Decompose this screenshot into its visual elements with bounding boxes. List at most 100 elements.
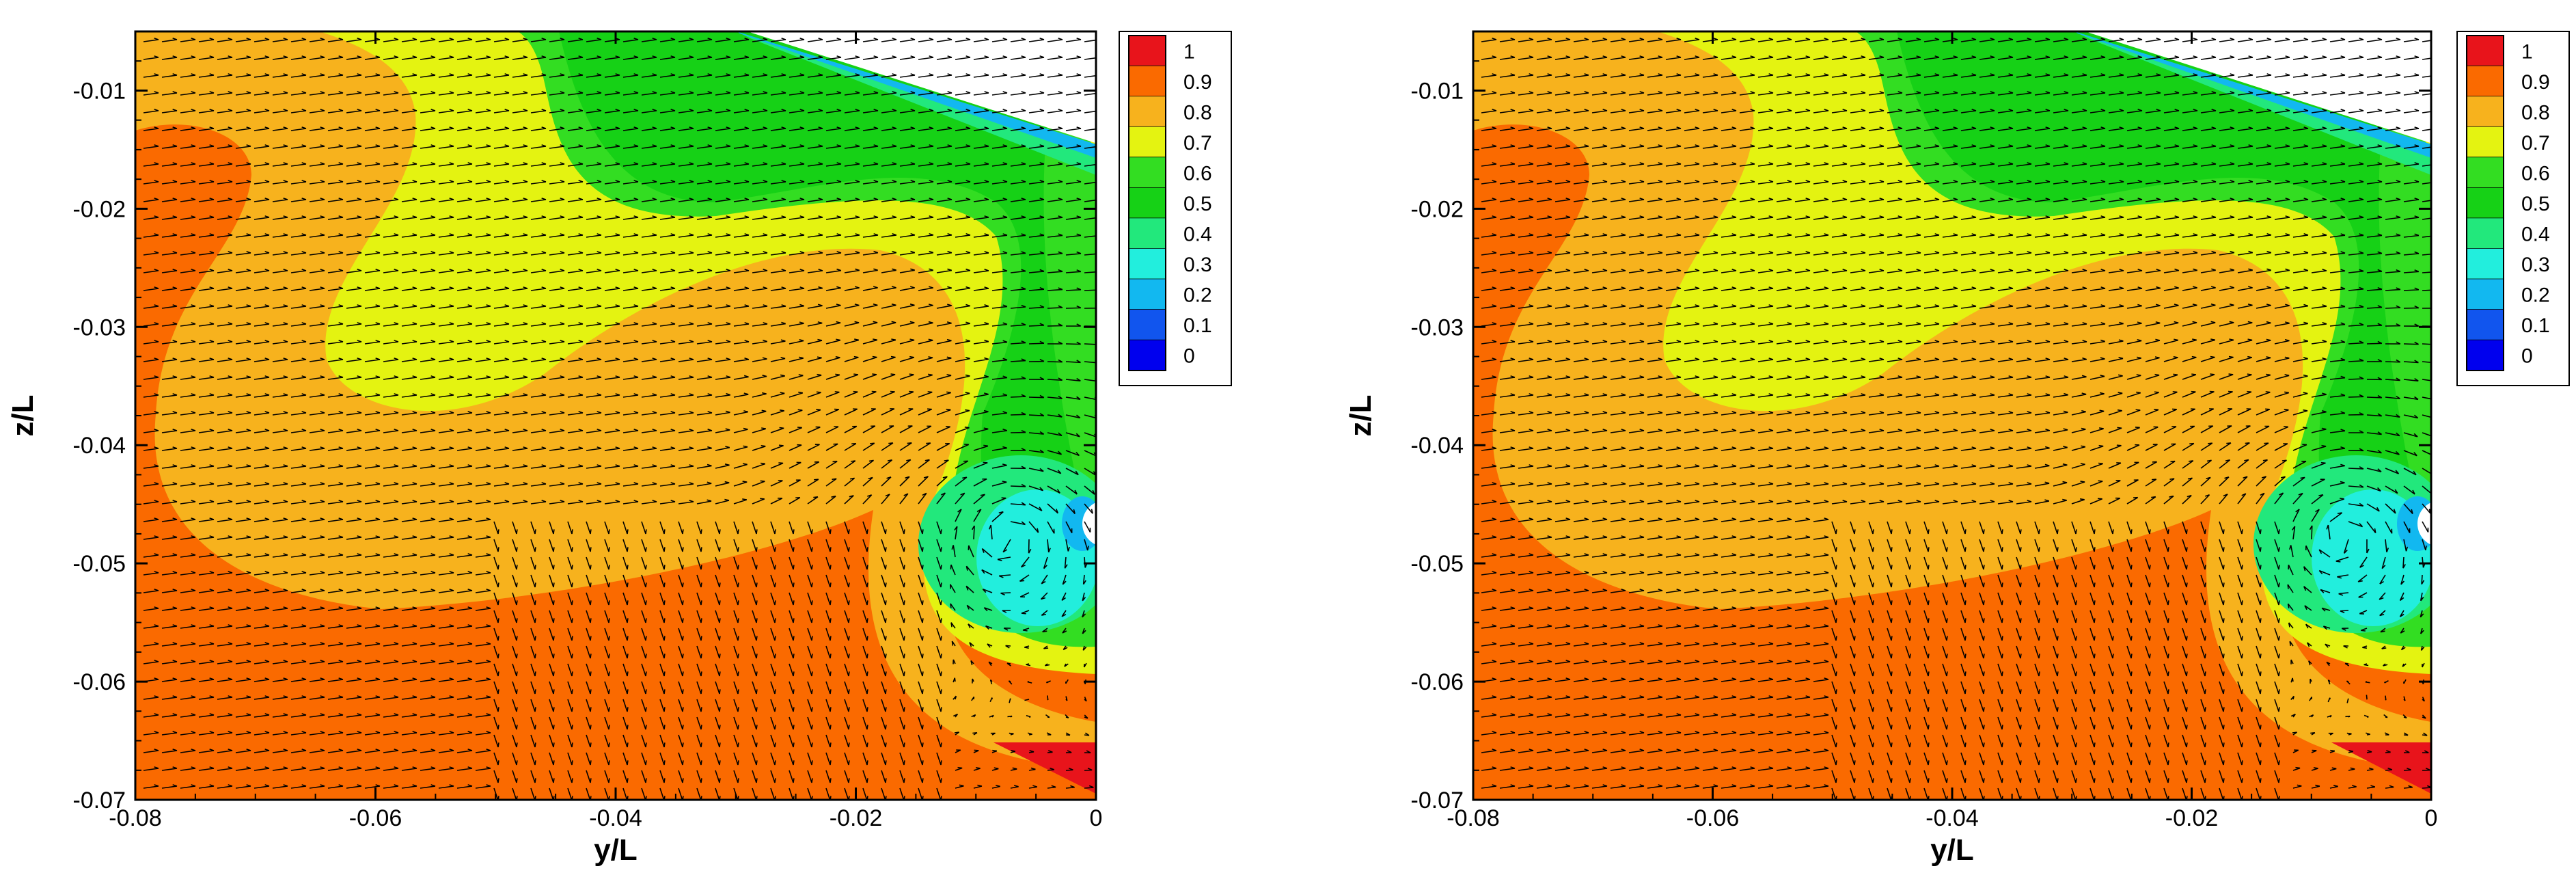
velocity-arrow [420,535,436,540]
velocity-arrow [2256,699,2262,712]
velocity-arrow [604,162,620,167]
velocity-arrow [1047,233,1063,238]
velocity-arrow [549,304,565,309]
velocity-arrow [198,38,215,42]
velocity-arrow [918,215,934,220]
velocity-arrow [1739,500,1755,504]
velocity-arrow [1003,627,1011,631]
velocity-arrow [401,180,417,185]
velocity-arrow [881,539,887,552]
velocity-arrow [1499,358,1516,362]
velocity-arrow [420,109,436,113]
velocity-arrow [2329,286,2346,291]
velocity-arrow [2053,610,2059,623]
velocity-arrow [493,215,510,220]
velocity-arrow [2016,482,2032,487]
legend-swatch [1129,36,1166,66]
velocity-arrow [1684,322,1700,327]
velocity-arrow [1850,556,1856,570]
velocity-arrow [290,464,307,469]
velocity-arrow [383,535,399,540]
velocity-arrow [309,589,325,593]
velocity-arrow [2182,408,2196,416]
velocity-arrow [1536,269,1552,273]
velocity-arrow [968,623,974,629]
velocity-arrow [456,180,473,185]
velocity-arrow [659,358,676,362]
velocity-arrow [1028,449,1044,453]
velocity-arrow [1518,269,1534,273]
velocity-arrow [161,358,178,362]
velocity-arrow [2182,180,2198,185]
velocity-arrow [2422,111,2431,113]
velocity-arrow [918,681,924,695]
velocity-arrow [1610,73,1626,78]
velocity-arrow [752,162,768,167]
velocity-arrow [1960,464,1977,469]
velocity-arrow [844,215,860,220]
velocity-arrow [1647,126,1663,131]
velocity-arrow [586,521,592,535]
velocity-arrow [2182,321,2197,327]
velocity-arrow [161,73,178,78]
velocity-arrow [1591,642,1608,647]
velocity-arrow [844,408,858,416]
velocity-arrow [1022,628,1030,632]
velocity-arrow [143,784,159,789]
velocity-arrow [217,144,233,149]
velocity-arrow [2182,390,2196,398]
velocity-arrow [1960,734,1967,748]
velocity-arrow [401,162,417,167]
velocity-arrow [2403,750,2410,753]
velocity-arrow [1776,286,1792,291]
velocity-arrow [2016,269,2032,273]
velocity-arrow [2126,479,2139,487]
velocity-arrow [2163,55,2180,60]
velocity-arrow [272,55,288,60]
velocity-arrow [715,215,731,220]
velocity-arrow [2182,373,2197,380]
velocity-arrow [1868,539,1874,552]
velocity-arrow [1647,393,1663,398]
velocity-arrow [696,304,713,309]
velocity-arrow [2071,340,2087,345]
velocity-arrow [2311,269,2327,273]
velocity-arrow [1813,322,1829,327]
velocity-arrow [2292,55,2309,60]
velocity-arrow [2200,521,2206,535]
velocity-arrow [844,286,860,291]
velocity-arrow [2219,198,2235,202]
velocity-arrow [1887,770,1893,783]
velocity-arrow [641,482,657,487]
velocity-arrow [1757,109,1774,113]
velocity-arrow [2348,358,2364,362]
velocity-arrow [696,215,713,220]
velocity-arrow [1887,322,1903,327]
velocity-arrow [1481,55,1497,60]
y-tick-label: -0.03 [73,314,126,340]
velocity-arrow [1591,73,1608,78]
velocity-arrow [217,375,233,380]
velocity-arrow [641,411,657,416]
velocity-arrow [1536,375,1552,380]
velocity-arrow [2108,574,2114,588]
velocity-arrow [1813,553,1829,558]
velocity-arrow [1536,784,1552,789]
velocity-arrow [678,521,684,535]
velocity-arrow [1721,304,1737,309]
velocity-arrow [198,358,215,362]
velocity-arrow [1979,592,1985,606]
velocity-arrow [1573,429,1589,433]
velocity-arrow [586,610,592,623]
velocity-arrow [659,734,666,748]
velocity-arrow [1794,624,1811,629]
velocity-arrow [2385,162,2401,167]
velocity-arrow [641,663,647,677]
velocity-arrow [2311,198,2327,202]
velocity-arrow [1794,198,1811,202]
velocity-arrow [198,677,215,682]
velocity-arrow [1739,251,1755,256]
velocity-arrow [254,535,270,540]
velocity-arrow [659,375,676,380]
velocity-arrow [254,144,270,149]
